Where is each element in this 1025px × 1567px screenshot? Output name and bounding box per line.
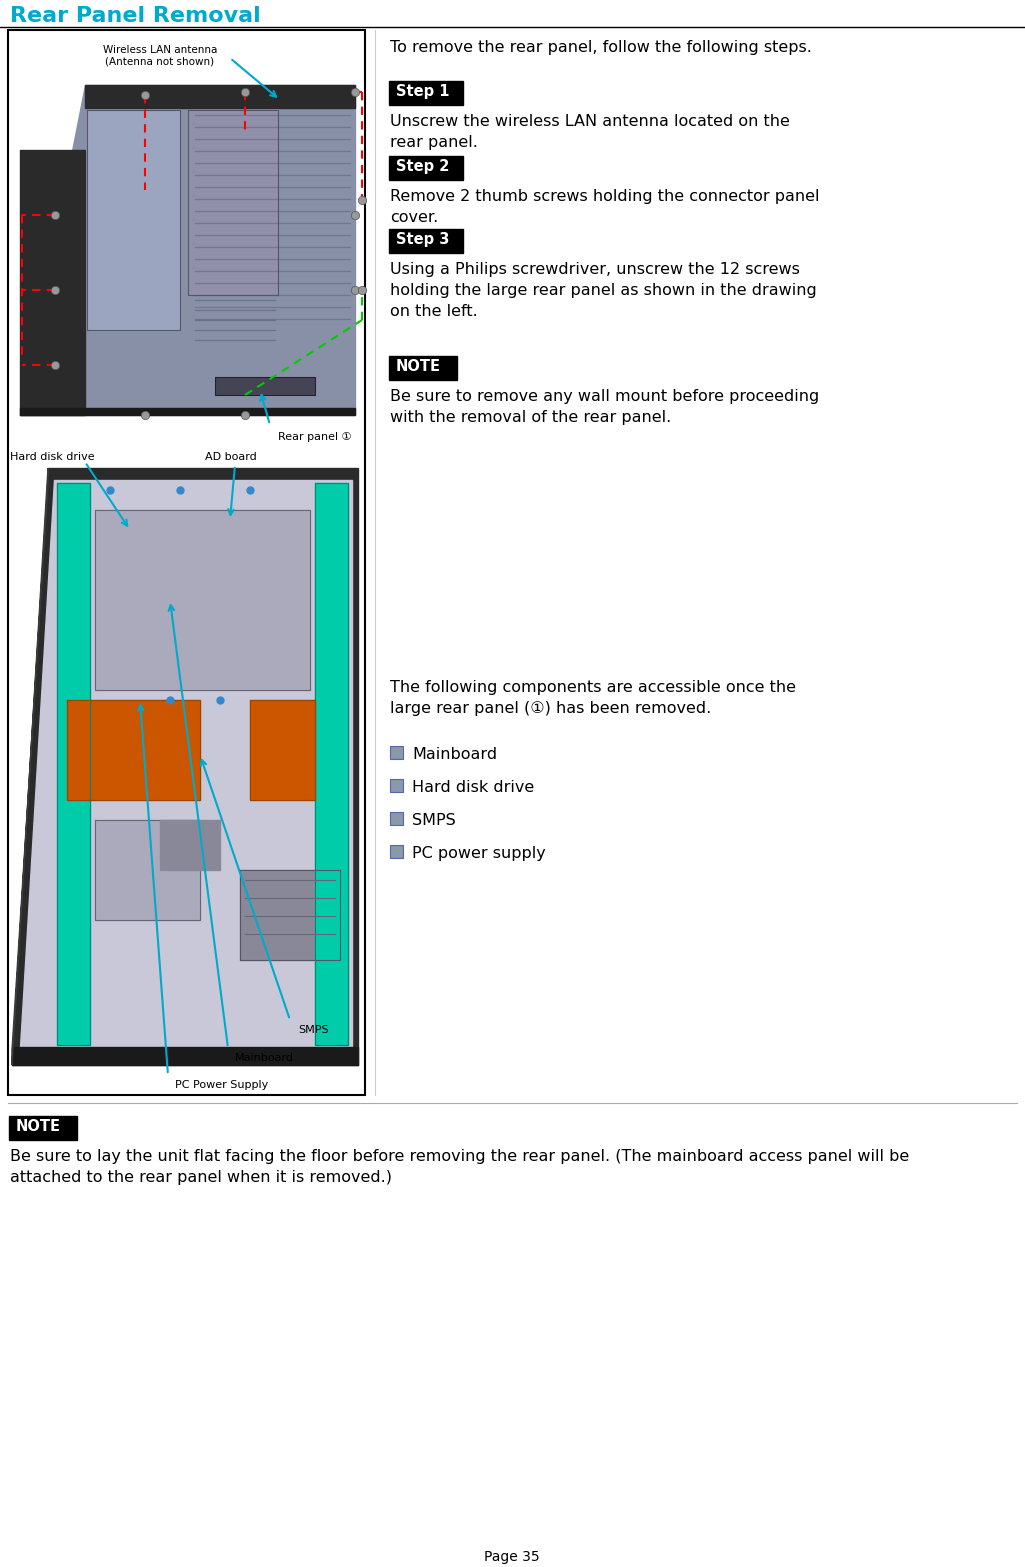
- Polygon shape: [240, 870, 340, 961]
- Text: Be sure to remove any wall mount before proceeding
with the removal of the rear : Be sure to remove any wall mount before …: [390, 389, 819, 425]
- Text: To remove the rear panel, follow the following steps.: To remove the rear panel, follow the fol…: [390, 41, 812, 55]
- Text: Remove 2 thumb screws holding the connector panel
cover.: Remove 2 thumb screws holding the connec…: [390, 190, 820, 226]
- Text: Wireless LAN antenna
(Antenna not shown): Wireless LAN antenna (Antenna not shown): [102, 45, 217, 67]
- Polygon shape: [12, 1047, 358, 1066]
- Polygon shape: [250, 700, 315, 801]
- Text: SMPS: SMPS: [412, 813, 456, 827]
- FancyBboxPatch shape: [390, 229, 463, 252]
- Text: AD board: AD board: [205, 451, 256, 462]
- Text: SMPS: SMPS: [298, 1025, 329, 1034]
- Text: PC Power Supply: PC Power Supply: [175, 1080, 269, 1091]
- FancyBboxPatch shape: [390, 779, 403, 791]
- FancyBboxPatch shape: [9, 1116, 77, 1141]
- Polygon shape: [85, 85, 355, 108]
- Text: Hard disk drive: Hard disk drive: [412, 780, 534, 794]
- Polygon shape: [20, 407, 355, 415]
- Polygon shape: [315, 483, 349, 1045]
- Text: Be sure to lay the unit flat facing the floor before removing the rear panel. (T: Be sure to lay the unit flat facing the …: [10, 1149, 909, 1185]
- Polygon shape: [67, 700, 200, 801]
- FancyBboxPatch shape: [390, 157, 463, 180]
- FancyBboxPatch shape: [390, 812, 403, 824]
- Text: Step 3: Step 3: [396, 232, 449, 248]
- Text: Mainboard: Mainboard: [235, 1053, 294, 1062]
- Text: NOTE: NOTE: [396, 359, 441, 375]
- FancyBboxPatch shape: [215, 378, 315, 395]
- Polygon shape: [160, 820, 220, 870]
- Text: Rear Panel Removal: Rear Panel Removal: [10, 6, 260, 27]
- Text: NOTE: NOTE: [16, 1119, 61, 1135]
- Polygon shape: [87, 110, 180, 331]
- Text: Page 35: Page 35: [484, 1550, 540, 1564]
- FancyBboxPatch shape: [390, 746, 403, 758]
- Polygon shape: [12, 469, 358, 1066]
- Text: Hard disk drive: Hard disk drive: [10, 451, 94, 462]
- Text: Step 1: Step 1: [396, 85, 450, 99]
- Text: The following components are accessible once the
large rear panel (①) has been r: The following components are accessible …: [390, 680, 796, 716]
- Text: Step 2: Step 2: [396, 158, 449, 174]
- Text: PC power supply: PC power supply: [412, 846, 545, 860]
- Polygon shape: [95, 820, 200, 920]
- Polygon shape: [20, 85, 355, 415]
- Text: Rear panel ①: Rear panel ①: [278, 432, 352, 442]
- Polygon shape: [95, 509, 310, 689]
- FancyBboxPatch shape: [390, 356, 457, 381]
- Text: Unscrew the wireless LAN antenna located on the
rear panel.: Unscrew the wireless LAN antenna located…: [390, 114, 790, 150]
- Text: Using a Philips screwdriver, unscrew the 12 screws
holding the large rear panel : Using a Philips screwdriver, unscrew the…: [390, 262, 817, 320]
- Polygon shape: [57, 483, 90, 1045]
- Polygon shape: [12, 469, 48, 1066]
- FancyBboxPatch shape: [390, 81, 463, 105]
- FancyBboxPatch shape: [390, 845, 403, 859]
- Polygon shape: [20, 150, 85, 415]
- Polygon shape: [20, 480, 352, 1047]
- FancyBboxPatch shape: [8, 30, 365, 1095]
- Polygon shape: [188, 110, 278, 295]
- Text: Mainboard: Mainboard: [412, 747, 497, 762]
